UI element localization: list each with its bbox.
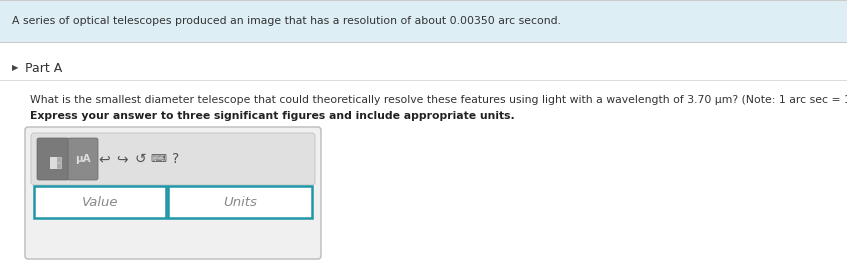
Bar [50, 157, 57, 169]
Text: Units: Units [223, 195, 257, 208]
FancyBboxPatch shape [31, 133, 315, 185]
FancyBboxPatch shape [37, 138, 69, 180]
FancyBboxPatch shape [25, 127, 321, 259]
Bar [56, 163, 61, 168]
Text: Part A: Part A [25, 62, 62, 75]
Bar [50, 163, 55, 168]
Text: What is the smallest diameter telescope that could theoretically resolve these f: What is the smallest diameter telescope … [30, 95, 847, 105]
Text: ↺: ↺ [134, 152, 146, 166]
Bar [34, 186, 166, 218]
Text: ↩: ↩ [98, 152, 110, 166]
Text: ↪: ↪ [116, 152, 128, 166]
Text: ?: ? [173, 152, 180, 166]
Bar [50, 157, 55, 162]
Text: A series of optical telescopes produced an image that has a resolution of about : A series of optical telescopes produced … [12, 16, 561, 26]
Text: Value: Value [82, 195, 119, 208]
FancyBboxPatch shape [68, 138, 98, 180]
Bar [168, 186, 312, 218]
Text: Express your answer to three significant figures and include appropriate units.: Express your answer to three significant… [30, 111, 515, 121]
Text: ⌨: ⌨ [150, 154, 166, 164]
Text: µA: µA [75, 154, 91, 164]
Bar [0, 0, 847, 42]
Bar [56, 157, 61, 162]
Text: ▶: ▶ [12, 63, 19, 73]
Bar [0, 42, 847, 271]
